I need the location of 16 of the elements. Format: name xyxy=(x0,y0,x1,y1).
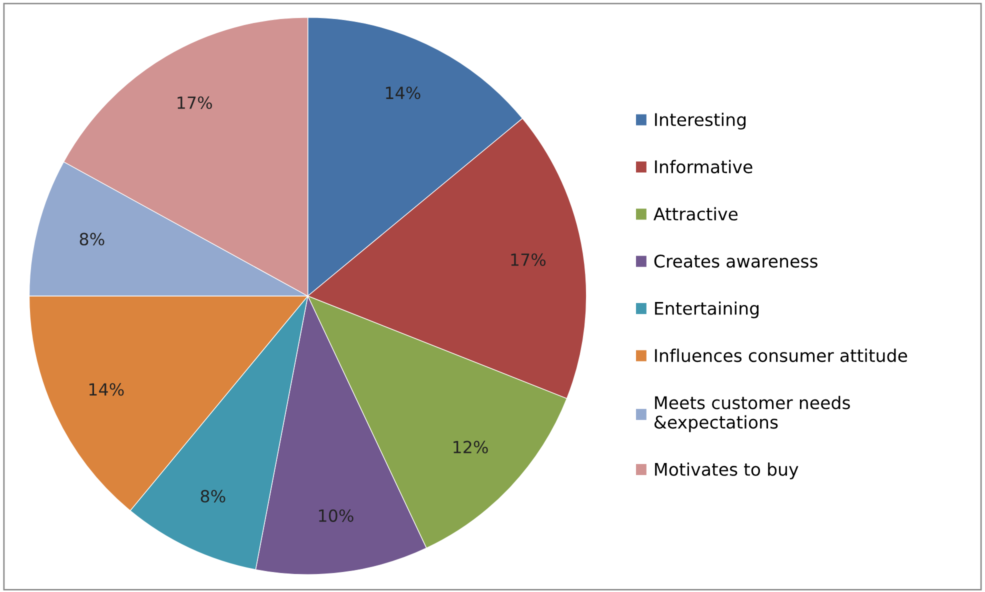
legend-label: Informative xyxy=(655,160,752,174)
legend-label: Influences consumer attitude xyxy=(655,348,908,362)
legend-label: Entertaining xyxy=(655,301,759,318)
legend-label: Meets customer needs &expectations xyxy=(654,396,850,432)
data-label: 8% xyxy=(200,490,226,502)
data-label: 17% xyxy=(178,96,212,109)
data-label: 12% xyxy=(454,440,488,454)
data-label: 17% xyxy=(511,253,546,266)
data-label: 10% xyxy=(319,509,354,522)
data-label: 8% xyxy=(80,232,104,246)
legend-label: Interesting xyxy=(655,112,746,130)
data-label: 14% xyxy=(89,383,124,396)
legend-label: Attractive xyxy=(654,207,738,221)
data-label: 14% xyxy=(386,86,420,100)
legend-label: Creates awareness xyxy=(654,254,818,268)
legend-label: Motivates to buy xyxy=(655,462,798,480)
